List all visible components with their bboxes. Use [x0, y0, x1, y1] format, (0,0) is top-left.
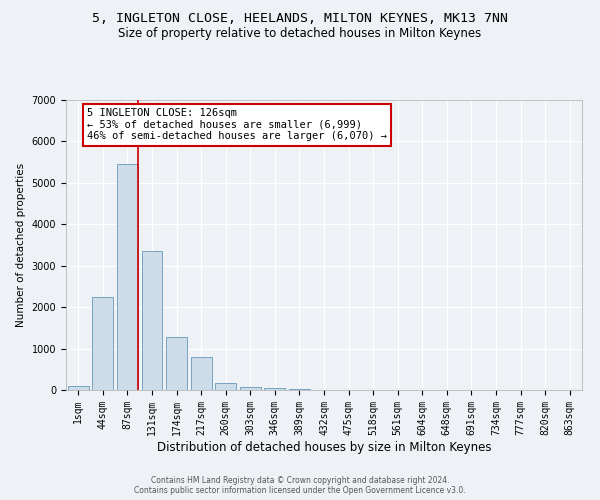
- Bar: [240, 387, 261, 390]
- Bar: [265, 388, 286, 390]
- Text: 5, INGLETON CLOSE, HEELANDS, MILTON KEYNES, MK13 7NN: 5, INGLETON CLOSE, HEELANDS, MILTON KEYN…: [92, 12, 508, 26]
- Bar: [142, 251, 163, 390]
- Bar: [92, 297, 113, 390]
- Bar: [289, 389, 310, 390]
- Bar: [166, 338, 187, 390]
- Bar: [215, 383, 236, 390]
- Bar: [117, 164, 138, 390]
- Text: 5 INGLETON CLOSE: 126sqm
← 53% of detached houses are smaller (6,999)
46% of sem: 5 INGLETON CLOSE: 126sqm ← 53% of detach…: [87, 108, 387, 142]
- X-axis label: Distribution of detached houses by size in Milton Keynes: Distribution of detached houses by size …: [157, 440, 491, 454]
- Text: Contains HM Land Registry data © Crown copyright and database right 2024.
Contai: Contains HM Land Registry data © Crown c…: [134, 476, 466, 495]
- Bar: [191, 357, 212, 390]
- Y-axis label: Number of detached properties: Number of detached properties: [16, 163, 26, 327]
- Text: Size of property relative to detached houses in Milton Keynes: Size of property relative to detached ho…: [118, 28, 482, 40]
- Bar: [68, 386, 89, 390]
